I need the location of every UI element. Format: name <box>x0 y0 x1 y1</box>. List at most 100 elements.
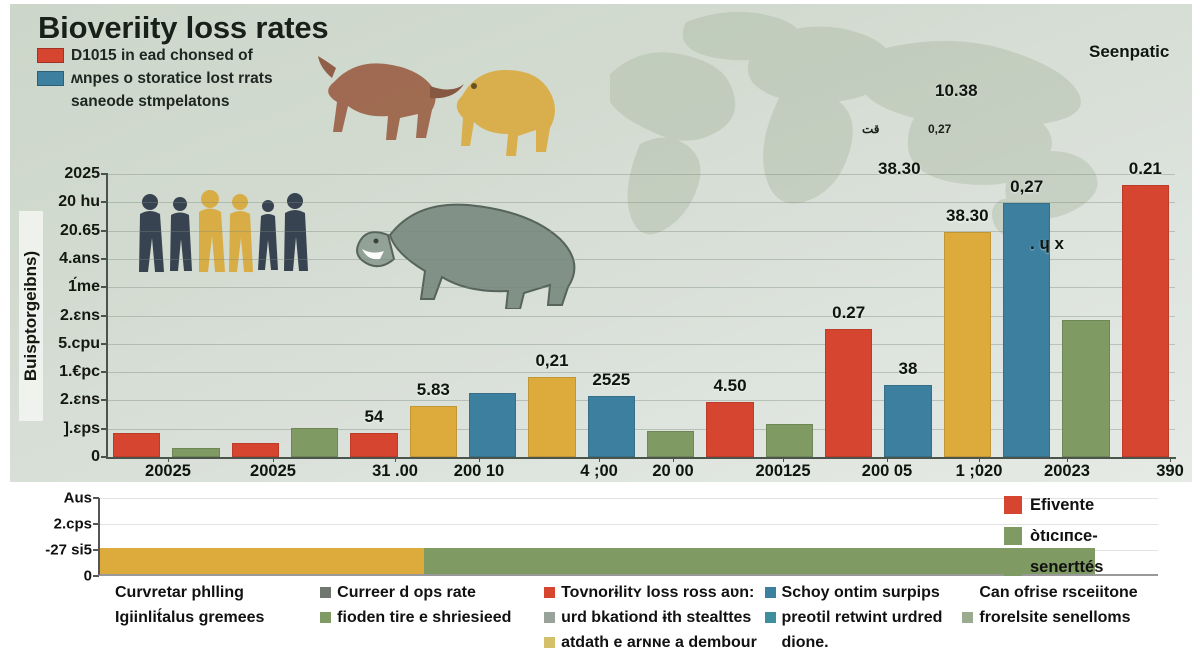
bar-value-label: 38 <box>898 359 918 379</box>
bar[interactable] <box>409 406 458 457</box>
legend-swatch <box>98 612 109 623</box>
bottom-legend-item[interactable]: urd bkationd ɨth stealttes <box>544 605 764 630</box>
bottom-y-tick-label: -27 si5 <box>45 541 92 559</box>
y-tick-label: 2025 <box>64 165 100 182</box>
legend-swatch <box>544 587 556 598</box>
y-tick-label: 1.€pc <box>59 363 100 381</box>
bottom-y-axis-ticks: Aus 2.cps -27 si5 0 <box>10 486 99 596</box>
bar-value-label: 0.21 <box>1128 159 1162 179</box>
gridline <box>107 202 1175 204</box>
x-tick-label: 200 10 <box>453 462 505 480</box>
bottom-y-tick-label: 2.cps <box>53 515 92 533</box>
top-legend-item-0: D1015 in ead chonsed of <box>37 45 337 67</box>
legend-label: dione. <box>781 634 829 651</box>
legend-label: senerttés <box>1030 558 1104 576</box>
top-legend-item-1: ʍnpes o storatice lost rrats <box>37 68 337 90</box>
x-tick-label: 390 <box>1156 462 1184 480</box>
y-tick-mark <box>101 173 108 175</box>
legend-label: Igiinlit́alus gremees <box>115 609 265 626</box>
x-tick-mark <box>599 457 600 462</box>
bottom-legend-item[interactable]: dione. <box>765 630 963 655</box>
bar[interactable] <box>1002 203 1051 457</box>
bar[interactable] <box>884 385 932 457</box>
bottom-legend-column: Curvretar phlling Igiinlit́alus gremees <box>98 580 320 655</box>
bottom-y-tick-label: 0 <box>83 567 92 585</box>
legend-label: òtıсıпсe- <box>1030 527 1098 545</box>
chart-annotation: 0,27 <box>928 122 952 136</box>
bottom-legend-item[interactable]: fioden tire e shriesieed <box>320 605 544 630</box>
legend-swatch <box>764 612 776 623</box>
bottom-legend-item[interactable]: atdath e arɴɴe a dembour <box>544 630 764 655</box>
bottom-legend-item[interactable]: preotil retwint urdred <box>764 605 963 630</box>
bar-value-label: 2525 <box>592 370 631 390</box>
bar-value-label: 0,21 <box>535 351 569 371</box>
bar[interactable] <box>943 232 992 457</box>
legend-label: atdath e arɴɴe a dembour <box>561 634 757 651</box>
bar[interactable] <box>468 393 517 457</box>
bottom-plot-area <box>98 498 1158 576</box>
y-tick-label: 0 <box>91 448 100 465</box>
chart-annotation: قت <box>862 122 880 136</box>
bar[interactable] <box>824 328 873 457</box>
x-tick-mark <box>783 457 784 462</box>
y-tick-label: 5.cpu <box>58 334 100 352</box>
bar[interactable] <box>172 447 220 457</box>
bottom-legend-item[interactable]: Curreer d ops rate <box>320 580 544 605</box>
chart-annotation: Seenpatic <box>1089 42 1170 61</box>
bottom-legend-column: Can ofrise rsceiitone frorelsite senellom… <box>962 580 1188 655</box>
bottom-legend-item[interactable]: Curvretar phlling <box>98 580 320 605</box>
x-tick-label: 20025 <box>145 462 191 480</box>
x-tick-mark <box>1067 457 1068 462</box>
bottom-right-legend-item[interactable]: Efivente <box>1004 494 1182 525</box>
gridline <box>107 315 1175 317</box>
bottom-right-legend-item[interactable]: òtıсıпсe- <box>1004 525 1182 556</box>
gridline <box>107 372 1175 374</box>
bar[interactable] <box>587 396 636 457</box>
chart-panel: Bioveriity loss rates D1015 in ead chons… <box>10 4 1192 482</box>
bottom-legend-item[interactable]: Tovnorɨlitʏ loss ross aʋn: <box>544 580 764 605</box>
y-tick-label: 20 hu <box>58 193 100 211</box>
bar-value-label: 0,27 <box>1010 177 1044 197</box>
y-tick-label: 20.65 <box>59 221 100 239</box>
bar[interactable] <box>706 401 754 457</box>
legend-swatch <box>544 637 556 648</box>
bar[interactable] <box>528 377 576 457</box>
bar[interactable] <box>112 433 161 457</box>
x-axis-ticks: 20025 20025 31 .00 200 10 4 ;00 20 00 200125 20… <box>107 457 1184 482</box>
bar[interactable] <box>290 427 339 457</box>
legend-label: fioden tire e shriesieed <box>337 609 512 626</box>
bottom-y-tick-label: Aus <box>63 489 92 507</box>
y-axis-ticks: 2025 20 hu 20.65 4.ans 1́me 2.ɛns 5.cpu 1.€pc 2.… <box>10 4 108 482</box>
top-legend-continuation: saneode stmpelatons <box>71 93 230 110</box>
legend-label: Efivente <box>1030 496 1095 514</box>
bar[interactable] <box>765 424 814 457</box>
x-tick-label: 20023 <box>1044 462 1090 480</box>
bar[interactable] <box>646 430 695 457</box>
legend-label: Curvretar phlling <box>115 584 244 601</box>
bar-value-label: 38.30 <box>946 206 989 226</box>
stacked-bar-segment[interactable] <box>423 548 1095 574</box>
bar-value-label: 0.27 <box>832 302 866 322</box>
bottom-right-legend-item[interactable]: senerttés <box>1004 556 1182 587</box>
bottom-legend-item[interactable]: Can ofrise rsceiitone <box>962 580 1188 605</box>
y-tick-label: 2.ɛns <box>60 391 100 409</box>
plot-area: 54 5.83 0,21 2525 4.50 0.27 38 38.30 0,27 0.21 <box>107 159 1175 457</box>
bar[interactable] <box>231 443 280 457</box>
legend-swatch <box>544 612 556 623</box>
gridline <box>107 343 1175 345</box>
bottom-legend-item[interactable]: frorelsite senelloms <box>962 605 1188 630</box>
bottom-y-tick-mark <box>93 549 99 551</box>
bar[interactable] <box>350 433 398 457</box>
bar[interactable] <box>1062 320 1110 457</box>
bottom-legend-item[interactable]: Schoy ontim surpips <box>764 580 963 605</box>
bar[interactable] <box>1121 185 1170 457</box>
legend-swatch-red <box>37 48 64 63</box>
top-legend-label-0: D1015 in ead chonsed of <box>71 47 253 64</box>
top-legend-label-1: ʍnpes o storatice lost rrats <box>71 70 273 87</box>
x-tick-mark <box>395 457 396 462</box>
page-title: Bioveriity loss rates <box>38 10 329 45</box>
bottom-legend-column: Tovnorɨlitʏ loss ross aʋn: urd bkationd ɨ… <box>544 580 764 655</box>
stacked-bar-segment[interactable] <box>100 548 424 574</box>
bar-value-label: 4.50 <box>713 375 747 395</box>
bottom-legend-item[interactable]: Igiinlit́alus gremees <box>98 605 320 630</box>
